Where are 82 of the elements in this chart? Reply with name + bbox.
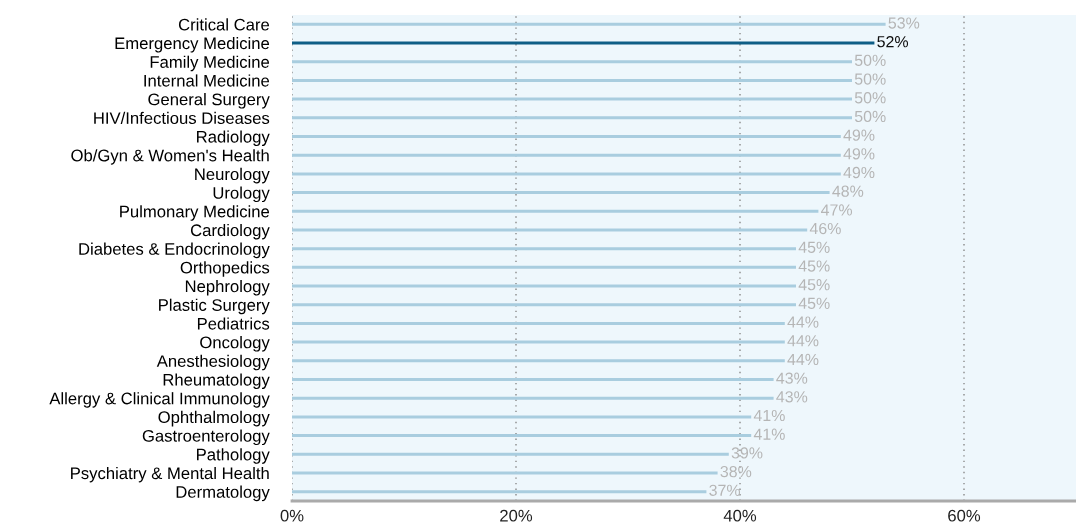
data-label: 39% [731, 447, 763, 459]
bar [292, 153, 841, 157]
bar [292, 172, 841, 176]
data-label: 44% [787, 316, 819, 328]
x-tick-label: 20% [500, 509, 533, 522]
bar [292, 284, 796, 288]
y-tick-label: Family Medicine [150, 55, 270, 72]
y-tick-label: Gastroenterology [142, 429, 270, 446]
bar [292, 434, 752, 438]
data-label: 49% [843, 129, 875, 141]
data-label: 49% [843, 166, 875, 179]
data-label: 41% [753, 428, 785, 440]
data-label: 37% [709, 484, 741, 496]
x-tick-label: 60% [948, 509, 981, 522]
bar [292, 340, 785, 344]
y-tick-label: Anesthesiology [156, 354, 270, 371]
y-tick-label: Ob/Gyn & Women's Health [71, 149, 269, 165]
y-tick-label: Orthopedics [180, 261, 270, 277]
data-label: 45% [798, 241, 830, 253]
data-label: 53% [888, 17, 920, 29]
data-label: 50% [854, 110, 886, 123]
bar [292, 247, 796, 251]
bar [292, 97, 852, 101]
y-tick-label: Neurology [195, 167, 270, 184]
data-label: 50% [854, 73, 886, 85]
bar [292, 228, 808, 232]
data-label: 45% [798, 260, 830, 272]
data-label: 47% [821, 204, 853, 216]
x-tick-label: 40% [723, 509, 757, 522]
y-tick-label: General Surgery [148, 93, 270, 109]
y-tick-label: Internal Medicine [144, 74, 270, 87]
y-tick-label: Psychiatry & Mental Health [71, 466, 269, 483]
y-tick-label: Rheumatology [163, 373, 270, 389]
data-label: 44% [787, 335, 819, 347]
bar [292, 303, 796, 307]
data-label: 52% [877, 36, 909, 48]
data-label: 38% [720, 465, 752, 478]
bar [292, 378, 774, 381]
bar [292, 359, 785, 363]
y-tick-label: Ophthalmology [158, 410, 270, 427]
x-tick-label: 0% [280, 509, 304, 522]
data-label: 41% [753, 409, 785, 422]
bar [292, 135, 841, 138]
data-label: 43% [776, 372, 808, 384]
bar [292, 22, 886, 26]
bar [292, 191, 830, 195]
y-tick-label: Oncology [200, 336, 270, 352]
data-label: 44% [787, 353, 819, 366]
bar [292, 60, 852, 64]
y-tick-label: Nephrology [185, 280, 270, 296]
data-label: 48% [832, 185, 864, 197]
y-tick-label: Cardiology [190, 223, 270, 240]
data-label: 50% [854, 54, 886, 67]
y-tick-label: Pathology [197, 448, 270, 464]
bar [292, 321, 785, 325]
y-tick-label: Radiology [197, 130, 270, 146]
bar [292, 116, 852, 120]
bar [292, 452, 729, 456]
bar [292, 209, 819, 213]
data-label: 46% [809, 222, 841, 235]
bar [292, 415, 752, 419]
data-label: 49% [843, 148, 875, 160]
y-tick-label: Urology [213, 186, 270, 203]
y-tick-label: HIV/Infectious Diseases [94, 111, 270, 125]
y-tick-label: Allergy & Clinical Immunology [49, 392, 270, 408]
y-tick-label: Pulmonary Medicine [120, 205, 270, 221]
y-tick-label: Critical Care [178, 18, 270, 31]
bar [292, 471, 718, 475]
bar [292, 41, 875, 45]
bar [292, 396, 774, 400]
data-label: 50% [854, 92, 886, 104]
data-label: 45% [798, 297, 830, 310]
bar [292, 78, 852, 82]
y-tick-label: Plastic Surgery [159, 298, 270, 315]
bar [292, 265, 796, 269]
y-tick-label: Pediatrics [197, 317, 270, 330]
data-label: 45% [798, 279, 830, 291]
y-tick-label: Diabetes & Endocrinology [79, 242, 270, 259]
y-tick-label: Dermatology [176, 485, 270, 502]
y-tick-label: Emergency Medicine [115, 37, 270, 53]
bar [292, 490, 707, 494]
data-label: 43% [776, 391, 808, 403]
